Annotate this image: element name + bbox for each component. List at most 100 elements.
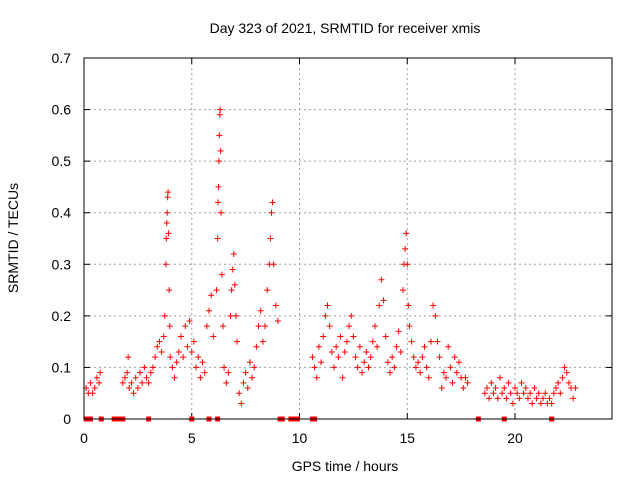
data-point bbox=[421, 343, 428, 350]
data-point bbox=[548, 400, 555, 407]
data-point bbox=[494, 395, 501, 402]
y-tick-label: 0.4 bbox=[52, 205, 72, 221]
data-point bbox=[563, 369, 570, 376]
data-point bbox=[158, 348, 165, 355]
data-point bbox=[371, 323, 378, 330]
data-point bbox=[234, 338, 241, 345]
data-point bbox=[134, 385, 141, 392]
x-tick-label: 5 bbox=[188, 430, 196, 446]
data-point bbox=[188, 348, 195, 355]
data-point bbox=[570, 395, 577, 402]
data-point bbox=[125, 354, 132, 361]
data-point bbox=[550, 390, 557, 397]
data-point bbox=[197, 374, 204, 381]
chart-title: Day 323 of 2021, SRMTID for receiver xmi… bbox=[210, 20, 481, 36]
data-point bbox=[169, 364, 176, 371]
data-point bbox=[438, 385, 445, 392]
data-point bbox=[145, 379, 152, 386]
data-point bbox=[274, 318, 281, 325]
data-point bbox=[205, 307, 212, 314]
data-point bbox=[499, 390, 506, 397]
data-point bbox=[449, 379, 456, 386]
data-point bbox=[540, 395, 547, 402]
data-point bbox=[149, 364, 156, 371]
data-point bbox=[272, 302, 279, 309]
data-point bbox=[520, 390, 527, 397]
data-point bbox=[559, 374, 566, 381]
data-point bbox=[230, 250, 237, 257]
data-point bbox=[259, 338, 266, 345]
data-point bbox=[162, 261, 169, 268]
data-point bbox=[141, 364, 148, 371]
data-point bbox=[460, 385, 467, 392]
data-point bbox=[220, 323, 227, 330]
data-point bbox=[318, 359, 325, 366]
data-point bbox=[236, 390, 243, 397]
data-point bbox=[91, 385, 98, 392]
data-point bbox=[238, 400, 245, 407]
data-point bbox=[389, 354, 396, 361]
data-point bbox=[320, 333, 327, 340]
data-point bbox=[242, 369, 249, 376]
data-point bbox=[143, 374, 150, 381]
data-point bbox=[208, 292, 215, 299]
data-point bbox=[557, 390, 564, 397]
data-point bbox=[419, 354, 426, 361]
data-point bbox=[430, 302, 437, 309]
data-point bbox=[216, 132, 223, 139]
data-point bbox=[552, 385, 559, 392]
data-point bbox=[311, 364, 318, 371]
data-point bbox=[417, 369, 424, 376]
data-point bbox=[130, 390, 137, 397]
data-point bbox=[432, 312, 439, 319]
data-point bbox=[436, 354, 443, 361]
data-point bbox=[180, 354, 187, 361]
data-point bbox=[496, 374, 503, 381]
data-point bbox=[210, 333, 217, 340]
data-point bbox=[395, 328, 402, 335]
data-point bbox=[427, 338, 434, 345]
data-point bbox=[163, 220, 170, 227]
data-point bbox=[408, 338, 415, 345]
x-tick-label: 15 bbox=[399, 430, 415, 446]
data-point bbox=[380, 297, 387, 304]
data-point bbox=[365, 364, 372, 371]
data-point bbox=[402, 245, 409, 252]
data-point bbox=[391, 364, 398, 371]
data-point bbox=[227, 312, 234, 319]
data-point bbox=[193, 364, 200, 371]
data-point bbox=[175, 348, 182, 355]
data-point bbox=[361, 359, 368, 366]
data-point bbox=[524, 395, 531, 402]
data-point bbox=[348, 312, 355, 319]
data-point bbox=[215, 158, 222, 165]
data-point bbox=[335, 354, 342, 361]
data-point bbox=[97, 369, 104, 376]
data-point bbox=[313, 374, 320, 381]
data-point bbox=[492, 385, 499, 392]
data-point bbox=[199, 359, 206, 366]
data-point bbox=[255, 323, 262, 330]
data-point bbox=[404, 261, 411, 268]
data-point bbox=[223, 379, 230, 386]
data-point bbox=[453, 369, 460, 376]
data-point bbox=[213, 287, 220, 294]
data-point bbox=[529, 400, 536, 407]
data-point bbox=[328, 348, 335, 355]
data-point bbox=[139, 379, 146, 386]
data-point bbox=[516, 395, 523, 402]
data-point bbox=[339, 374, 346, 381]
data-point bbox=[253, 343, 260, 350]
data-point bbox=[374, 343, 381, 350]
data-point bbox=[561, 364, 568, 371]
data-point bbox=[244, 385, 251, 392]
data-point bbox=[126, 385, 133, 392]
data-point bbox=[152, 354, 159, 361]
data-point bbox=[93, 374, 100, 381]
data-point bbox=[505, 379, 512, 386]
y-tick-label: 0.1 bbox=[52, 359, 72, 375]
data-point bbox=[535, 390, 542, 397]
data-point bbox=[215, 183, 222, 190]
data-point bbox=[406, 323, 413, 330]
